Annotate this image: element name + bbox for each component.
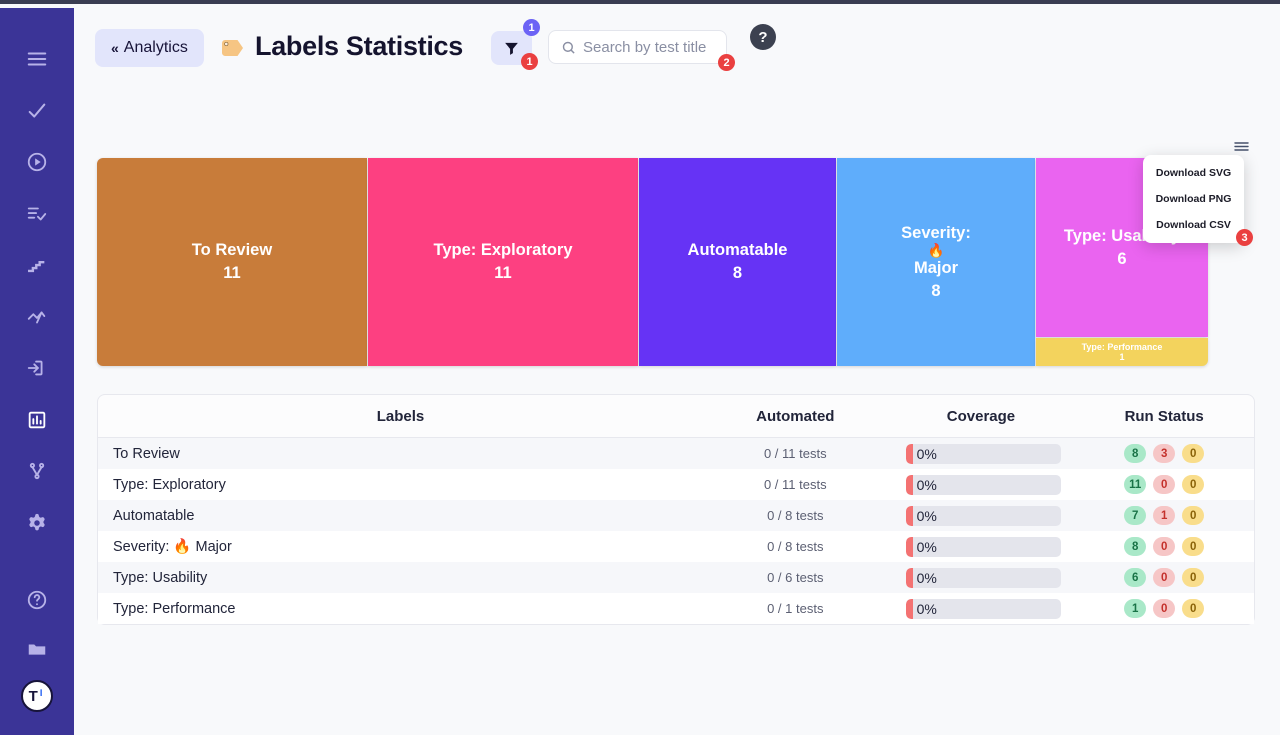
svg-text:T: T [29, 688, 38, 705]
